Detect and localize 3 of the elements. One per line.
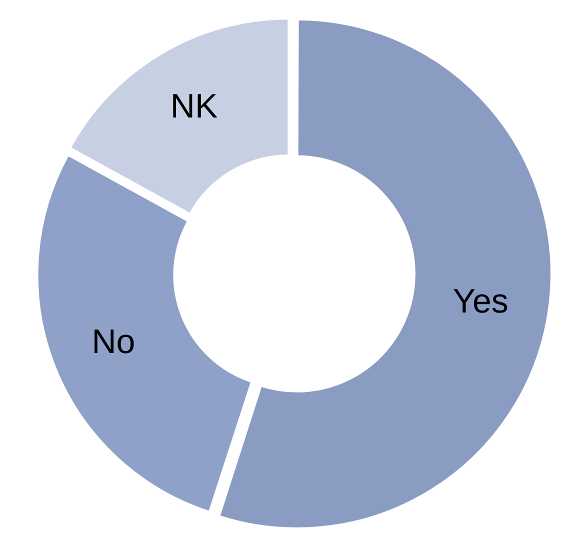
slice-label: NK	[170, 88, 218, 126]
slice-label: No	[92, 322, 136, 361]
slice-label: Yes	[452, 282, 508, 320]
